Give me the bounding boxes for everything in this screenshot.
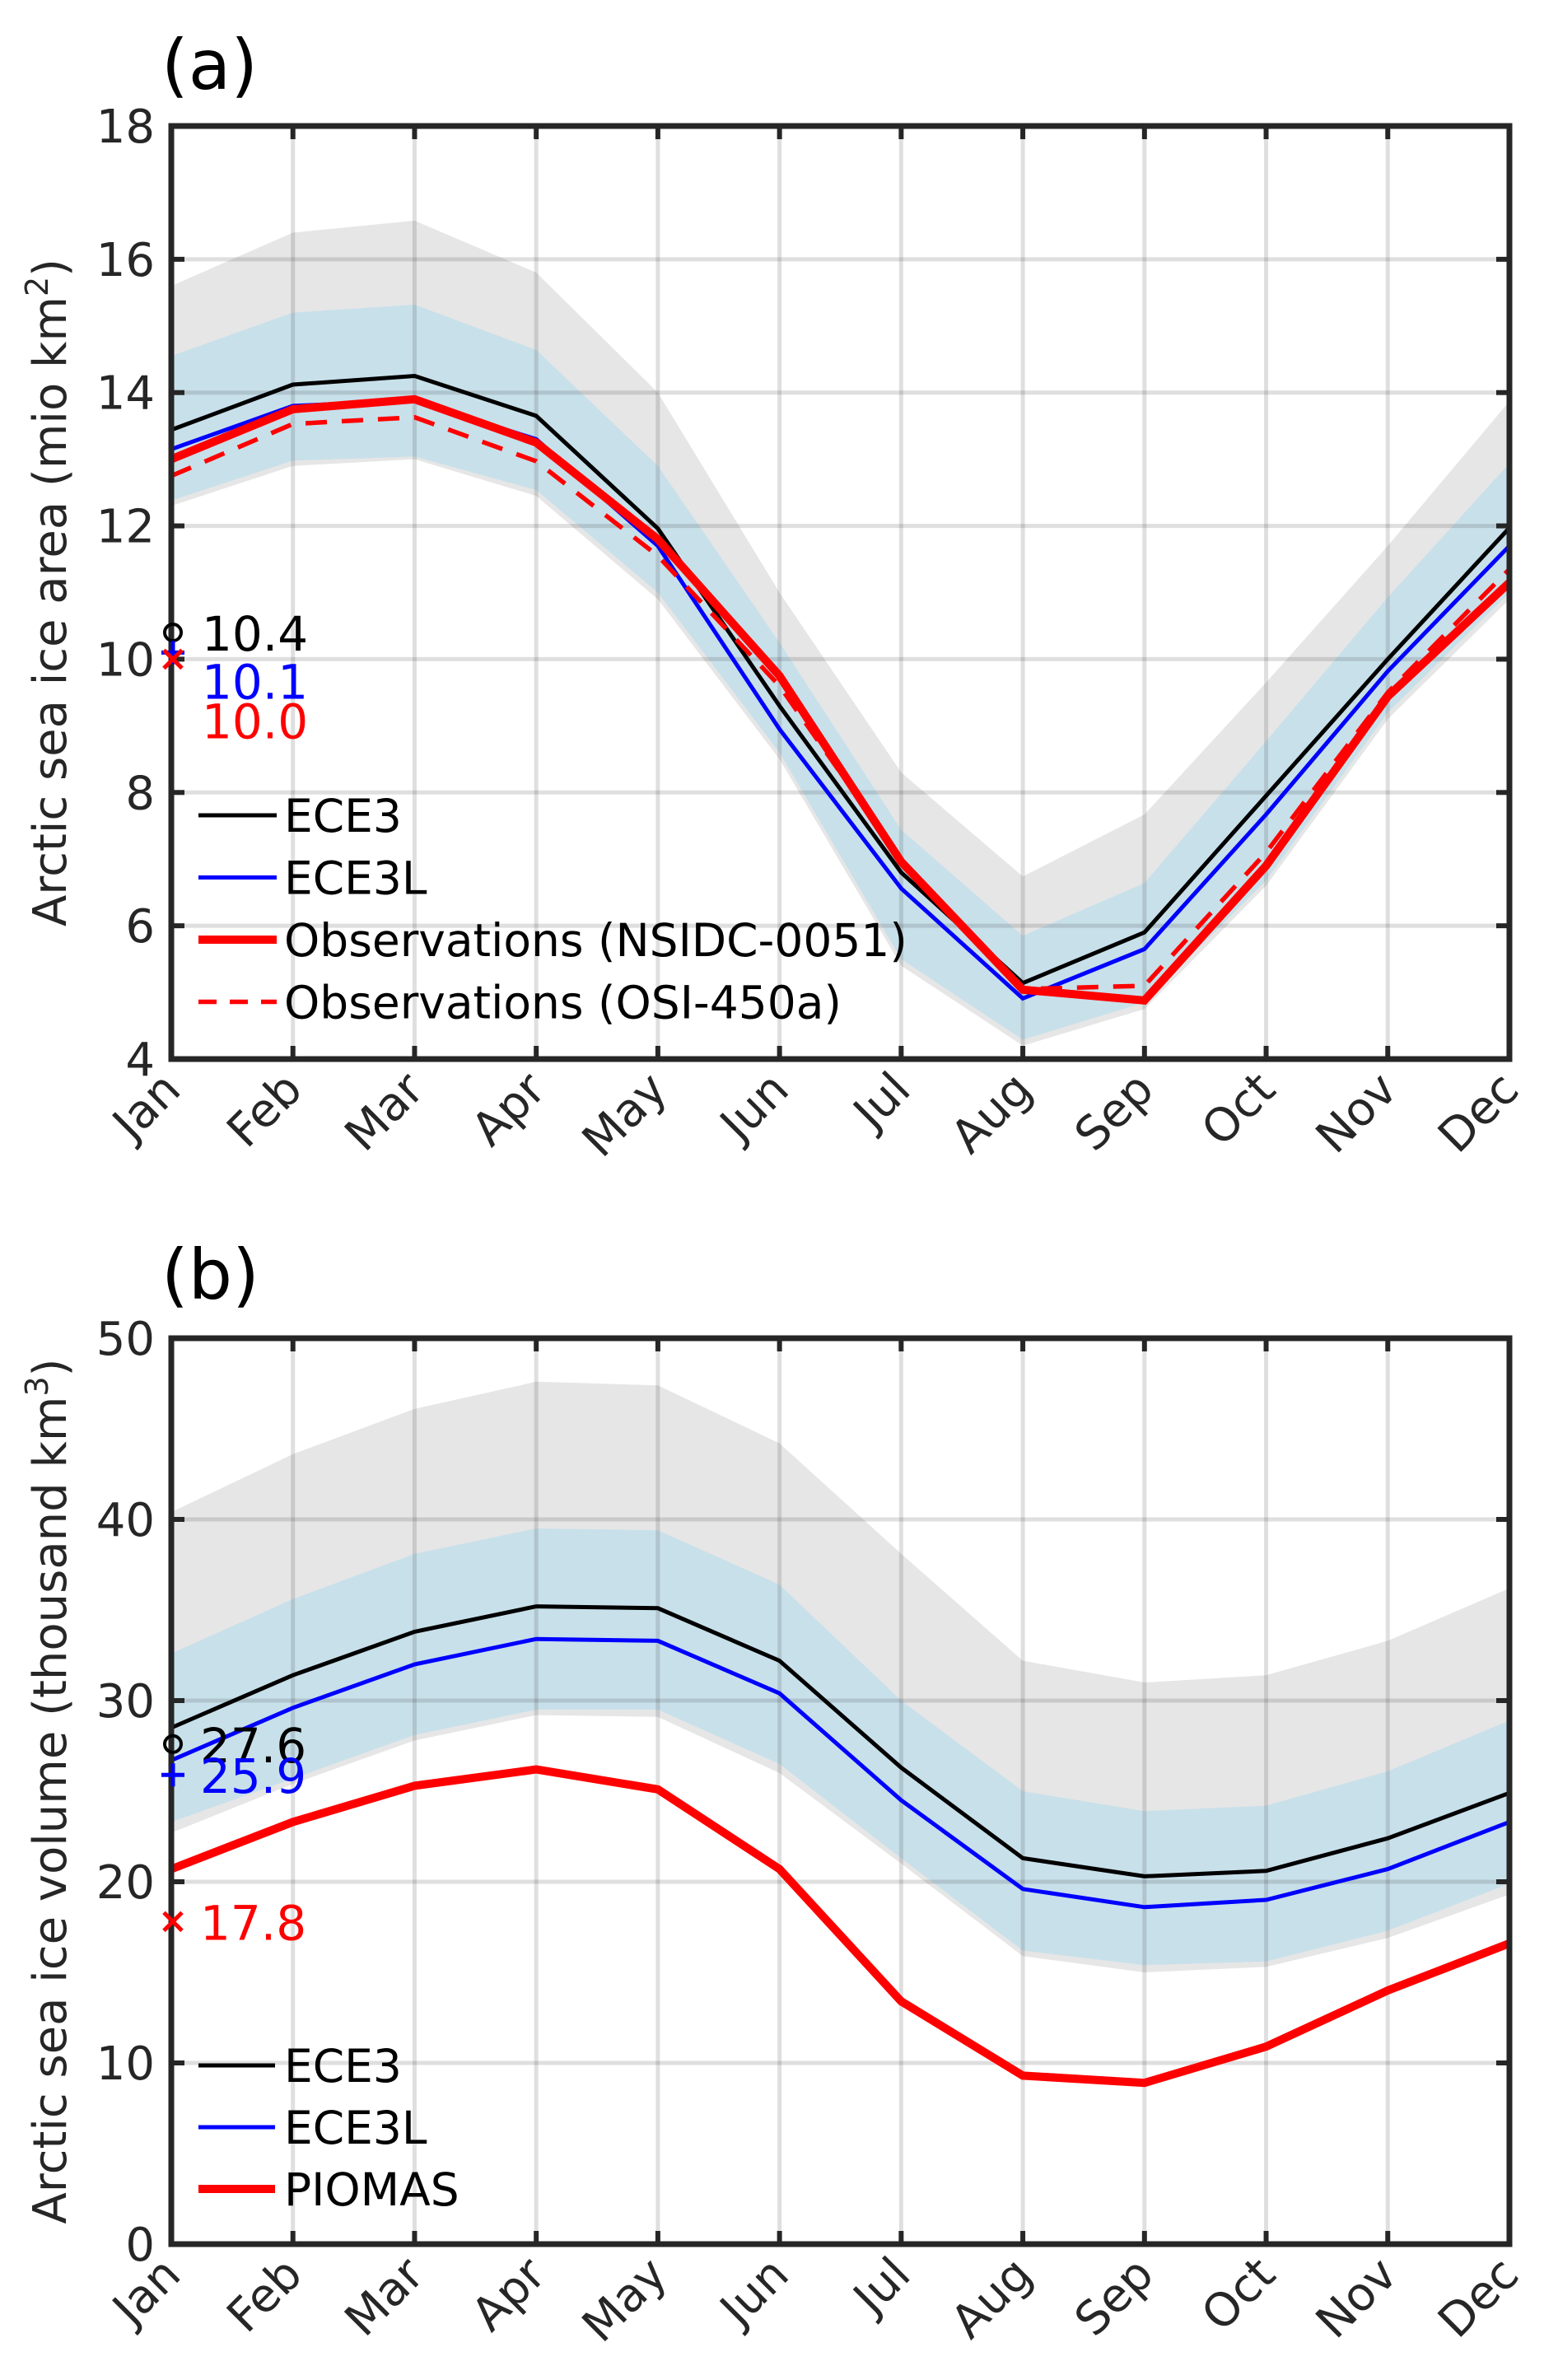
panel-a-xtick-label-aug: Aug bbox=[941, 1062, 1043, 1164]
panel-b-annotation-27-6-label: 27.6 bbox=[200, 1718, 306, 1774]
y-axis-label-close: ) bbox=[24, 259, 77, 277]
panel-b-legend-label-ece3: ECE3 bbox=[284, 2040, 402, 2093]
panel-b-legend-label-piomas: PIOMAS bbox=[284, 2163, 459, 2216]
panel-a-sea-ice-area: 4 6 8 10 12 14 16 18 Jan Feb Mar Apr May Jun Jul Aug Sep… bbox=[19, 25, 1529, 1168]
panel-a-ytick-label-16: 16 bbox=[96, 234, 155, 287]
y-axis-label-superscript: 3 bbox=[19, 1376, 55, 1396]
y-axis-label-close: ) bbox=[24, 1358, 77, 1376]
panel-b-xtick-label-dec: Dec bbox=[1428, 2247, 1529, 2349]
panel-b-panel-label: (b) bbox=[161, 1234, 259, 1315]
panel-a-xtick-label-jul: Jul bbox=[842, 1062, 921, 1141]
y-axis-label-text: Arctic sea ice area (mio km bbox=[24, 296, 77, 926]
panel-b-legend-label-ece3l: ECE3L bbox=[284, 2102, 427, 2154]
panel-a-ytick-label-6: 6 bbox=[125, 900, 155, 954]
panel-b-annotation-25-9-plus-marker bbox=[161, 1763, 184, 1787]
y-axis-label-text: Arctic sea ice volume (thousand km bbox=[24, 1397, 77, 2224]
panel-a-annotation-10-1-label: 10.1 bbox=[202, 654, 308, 710]
panel-b-annotation-27-6-circle-marker bbox=[163, 1734, 183, 1754]
panel-a-ytick-label-10: 10 bbox=[96, 633, 155, 687]
panel-a-xtick-label-sep: Sep bbox=[1065, 1062, 1164, 1162]
panel-b-ytick-label-10: 10 bbox=[96, 2037, 155, 2091]
panel-a-ytick-label-8: 8 bbox=[125, 767, 155, 820]
panel-b-xtick-label-jul: Jul bbox=[842, 2247, 921, 2326]
panel-b-series-ece3 bbox=[170, 1604, 1510, 1878]
panel-b-xtick-label-sep: Sep bbox=[1065, 2247, 1164, 2347]
panel-b-ytick-label-30: 30 bbox=[96, 1675, 155, 1729]
panel-a-legend-label-observations-osi-450a: Observations (OSI-450a) bbox=[284, 977, 842, 1029]
panel-a-xtick-label-oct: Oct bbox=[1192, 1062, 1285, 1156]
y-axis-label-superscript: 2 bbox=[19, 277, 55, 296]
panel-b-sea-ice-volume: 0 10 20 30 40 50 Jan Feb Mar Apr May Jun Jul Aug Sep Oc… bbox=[19, 1234, 1529, 2353]
panel-b-xtick-label-jan: Jan bbox=[101, 2247, 191, 2337]
panel-b-xtick-label-mar: Mar bbox=[335, 2247, 435, 2346]
panel-b-xtick-label-oct: Oct bbox=[1192, 2247, 1285, 2341]
panel-b-xtick-label-may: May bbox=[572, 2247, 678, 2353]
panel-b-y-axis-label: Arctic sea ice volume (thousand km3) bbox=[19, 1358, 77, 2224]
panel-a-legend-label-ece3: ECE3 bbox=[284, 790, 402, 842]
panel-b-xtick-label-feb: Feb bbox=[217, 2247, 313, 2343]
panel-a-legend-label-observations-nsidc-0051: Observations (NSIDC-0051) bbox=[284, 914, 907, 967]
panel-a-axes-frame bbox=[168, 123, 1513, 1062]
panel-a-ytick-label-18: 18 bbox=[96, 100, 155, 154]
panel-b-xtick-label-nov: Nov bbox=[1306, 2247, 1407, 2349]
panel-a-ytick-label-12: 12 bbox=[96, 501, 155, 554]
panel-b-ytick-label-0: 0 bbox=[125, 2219, 155, 2272]
panel-a-y-axis-label: Arctic sea ice area (mio km2) bbox=[19, 259, 77, 926]
panel-a-xtick-label-feb: Feb bbox=[217, 1062, 313, 1158]
panel-b-xtick-label-aug: Aug bbox=[941, 2247, 1043, 2349]
panel-b-ytick-label-20: 20 bbox=[96, 1856, 155, 1910]
panel-a-annotation-10-4-circle-marker bbox=[163, 623, 183, 643]
panel-a-xtick-label-nov: Nov bbox=[1306, 1062, 1407, 1164]
panel-b-xtick-label-jun: Jun bbox=[709, 2247, 800, 2338]
panel-a-ytick-label-14: 14 bbox=[96, 367, 155, 421]
panel-b-annotation-25-9-label: 25.9 bbox=[200, 1748, 306, 1804]
panel-a-xtick-label-jun: Jun bbox=[709, 1062, 800, 1153]
panel-a-annotation-10-0-label: 10.0 bbox=[202, 693, 308, 749]
panel-b-annotation-17-8-x-marker bbox=[162, 1911, 184, 1933]
panel-a-xtick-label-may: May bbox=[572, 1062, 678, 1168]
panel-a-panel-label: (a) bbox=[161, 25, 258, 105]
panel-a-xtick-label-dec: Dec bbox=[1428, 1062, 1529, 1164]
panel-a-annotation-10-0-x-marker bbox=[162, 648, 184, 670]
panel-a-xtick-label-apr: Apr bbox=[462, 1062, 557, 1156]
panel-b-ytick-label-50: 50 bbox=[96, 1313, 155, 1366]
panel-a-annotation-10-4-label: 10.4 bbox=[202, 606, 308, 662]
panel-b-series-piomas bbox=[170, 1765, 1511, 2088]
panel-b-series-ece3l bbox=[170, 1636, 1510, 1910]
panel-a-legend-label-ece3l: ECE3L bbox=[284, 852, 427, 905]
panel-b-xtick-label-apr: Apr bbox=[462, 2247, 557, 2341]
panel-b-axes-frame bbox=[168, 1335, 1513, 2247]
panel-a-band-ece3l bbox=[171, 304, 1509, 1040]
panel-a-series-ece3 bbox=[170, 373, 1511, 986]
panel-b-ytick-label-40: 40 bbox=[96, 1494, 155, 1547]
panel-a-xtick-label-jan: Jan bbox=[101, 1062, 191, 1152]
panel-a-xtick-label-mar: Mar bbox=[335, 1062, 435, 1161]
panel-a-series-observations-osi-450a bbox=[170, 414, 1511, 992]
panel-a-ytick-label-4: 4 bbox=[125, 1034, 155, 1087]
panel-b-annotation-17-8-label: 17.8 bbox=[200, 1895, 306, 1951]
